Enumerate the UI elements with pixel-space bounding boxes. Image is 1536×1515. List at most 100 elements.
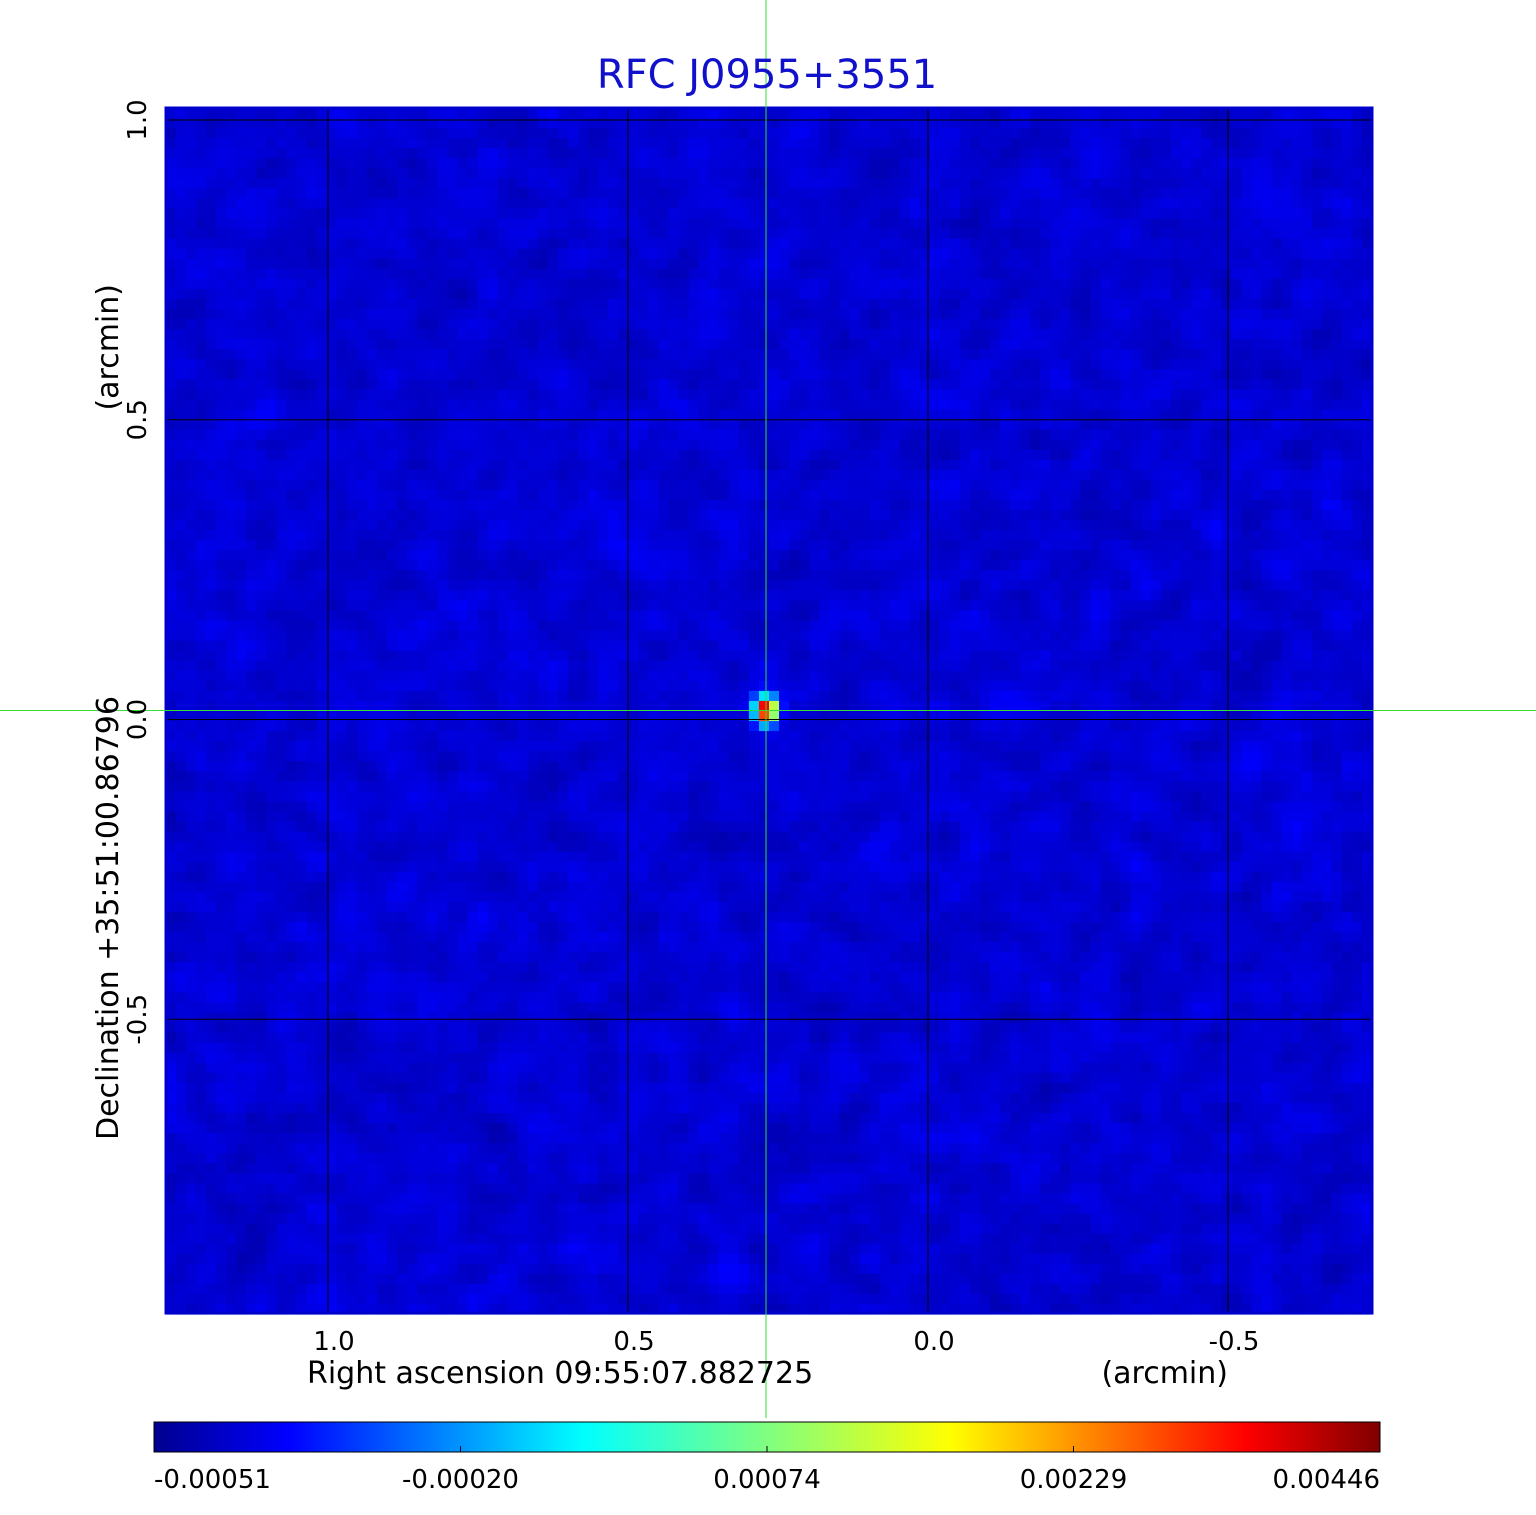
heatmap-cell [718, 489, 730, 501]
heatmap-cell [286, 168, 298, 179]
heatmap-cell [1080, 419, 1092, 431]
heatmap-cell [578, 128, 589, 139]
heatmap-cell [769, 138, 780, 149]
heatmap-cell [216, 510, 227, 521]
heatmap-cell [517, 298, 529, 310]
heatmap-cell [598, 520, 609, 531]
heatmap-cell [447, 278, 459, 290]
heatmap-cell [949, 198, 961, 210]
heatmap-cell [899, 168, 911, 179]
heatmap-cell [1311, 288, 1323, 300]
heatmap-cell [1221, 479, 1232, 491]
heatmap-cell [849, 469, 861, 481]
heatmap-cell [1341, 449, 1353, 461]
heatmap-cell [236, 148, 247, 159]
heatmap-cell [1201, 258, 1212, 270]
heatmap-cell [246, 218, 258, 230]
heatmap-cell [1321, 489, 1333, 501]
heatmap-cell [236, 228, 247, 240]
heatmap-cell [1010, 359, 1021, 370]
heatmap-cell [1221, 379, 1232, 390]
heatmap-cell [557, 429, 569, 441]
heatmap-cell [1311, 118, 1323, 129]
heatmap-cell [437, 359, 448, 370]
heatmap-cell [929, 238, 941, 250]
heatmap-cell [889, 218, 901, 230]
heatmap-cell [909, 319, 921, 330]
heatmap-cell [1241, 379, 1252, 390]
heatmap-cell [296, 520, 308, 531]
heatmap-cell [748, 178, 760, 189]
heatmap-cell [869, 178, 881, 189]
heatmap-cell [568, 439, 579, 451]
heatmap-cell [628, 148, 639, 159]
heatmap-cell [1301, 409, 1313, 421]
heatmap-cell [276, 399, 288, 411]
heatmap-cell [1361, 248, 1373, 260]
heatmap-cell [1231, 268, 1242, 280]
heatmap-cell [417, 449, 428, 461]
heatmap-cell [346, 499, 358, 511]
heatmap-cell [336, 268, 348, 280]
heatmap-cell [1181, 128, 1192, 139]
heatmap-cell [1160, 108, 1172, 119]
heatmap-cell [367, 288, 378, 300]
heatmap-cell [1050, 268, 1062, 280]
heatmap-cell [1080, 158, 1092, 169]
heatmap-cell [377, 178, 388, 189]
heatmap-cell [648, 349, 660, 360]
heatmap-cell [1171, 118, 1182, 129]
heatmap-cell [638, 459, 649, 471]
heatmap-cell [819, 349, 830, 360]
heatmap-cell [728, 128, 740, 139]
heatmap-cell [417, 479, 428, 491]
heatmap-cell [527, 510, 539, 521]
heatmap-cell [367, 359, 378, 370]
heatmap-cell [658, 118, 670, 129]
heatmap-cell [557, 268, 569, 280]
heatmap-cell [949, 108, 961, 119]
heatmap-cell [1160, 278, 1172, 290]
heatmap-cell [1000, 158, 1011, 169]
heatmap-cell [1000, 359, 1011, 370]
heatmap-cell [688, 298, 700, 310]
heatmap-cell [457, 499, 469, 511]
heatmap-cell [1040, 409, 1051, 421]
heatmap-cell [708, 198, 720, 210]
heatmap-cell [1231, 309, 1242, 320]
heatmap-cell [1050, 118, 1062, 129]
heatmap-cell [1271, 489, 1283, 501]
heatmap-cell [517, 329, 529, 340]
heatmap-cell [889, 309, 901, 320]
heatmap-cell [1321, 359, 1333, 370]
heatmap-cell [688, 208, 700, 220]
heatmap-cell [296, 499, 308, 511]
heatmap-cell [336, 369, 348, 380]
heatmap-cell [1291, 319, 1303, 330]
heatmap-cell [447, 439, 459, 451]
heatmap-cell [568, 208, 579, 220]
heatmap-cell [236, 329, 247, 340]
heatmap-cell [1140, 168, 1152, 179]
heatmap-cell [507, 108, 519, 119]
heatmap-cell [1000, 369, 1011, 380]
heatmap-cell [789, 158, 800, 169]
heatmap-cell [527, 309, 539, 320]
heatmap-cell [678, 128, 690, 139]
heatmap-cell [1060, 168, 1072, 179]
heatmap-cell [678, 389, 690, 401]
heatmap-cell [1160, 118, 1172, 129]
heatmap-cell [1291, 238, 1303, 250]
heatmap-cell [588, 489, 599, 501]
heatmap-cell [899, 248, 911, 260]
heatmap-cell [1281, 128, 1293, 139]
heatmap-cell [196, 399, 207, 411]
heatmap-cell [256, 138, 268, 149]
heatmap-cell [648, 379, 660, 390]
heatmap-cell [849, 248, 861, 260]
heatmap-cell [779, 439, 790, 451]
heatmap-cell [799, 379, 810, 390]
heatmap-cell [1110, 208, 1122, 220]
heatmap-cell [1130, 228, 1142, 240]
heatmap-cell [879, 288, 891, 300]
